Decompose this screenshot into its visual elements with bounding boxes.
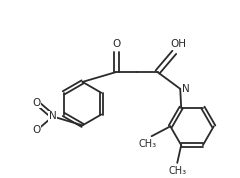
Text: O: O bbox=[32, 125, 40, 135]
Text: O: O bbox=[112, 39, 120, 49]
Text: N: N bbox=[182, 84, 190, 94]
Text: CH₃: CH₃ bbox=[168, 166, 186, 176]
Text: OH: OH bbox=[170, 39, 186, 49]
Text: CH₃: CH₃ bbox=[138, 139, 157, 149]
Text: N: N bbox=[49, 111, 57, 121]
Text: O: O bbox=[32, 98, 40, 108]
